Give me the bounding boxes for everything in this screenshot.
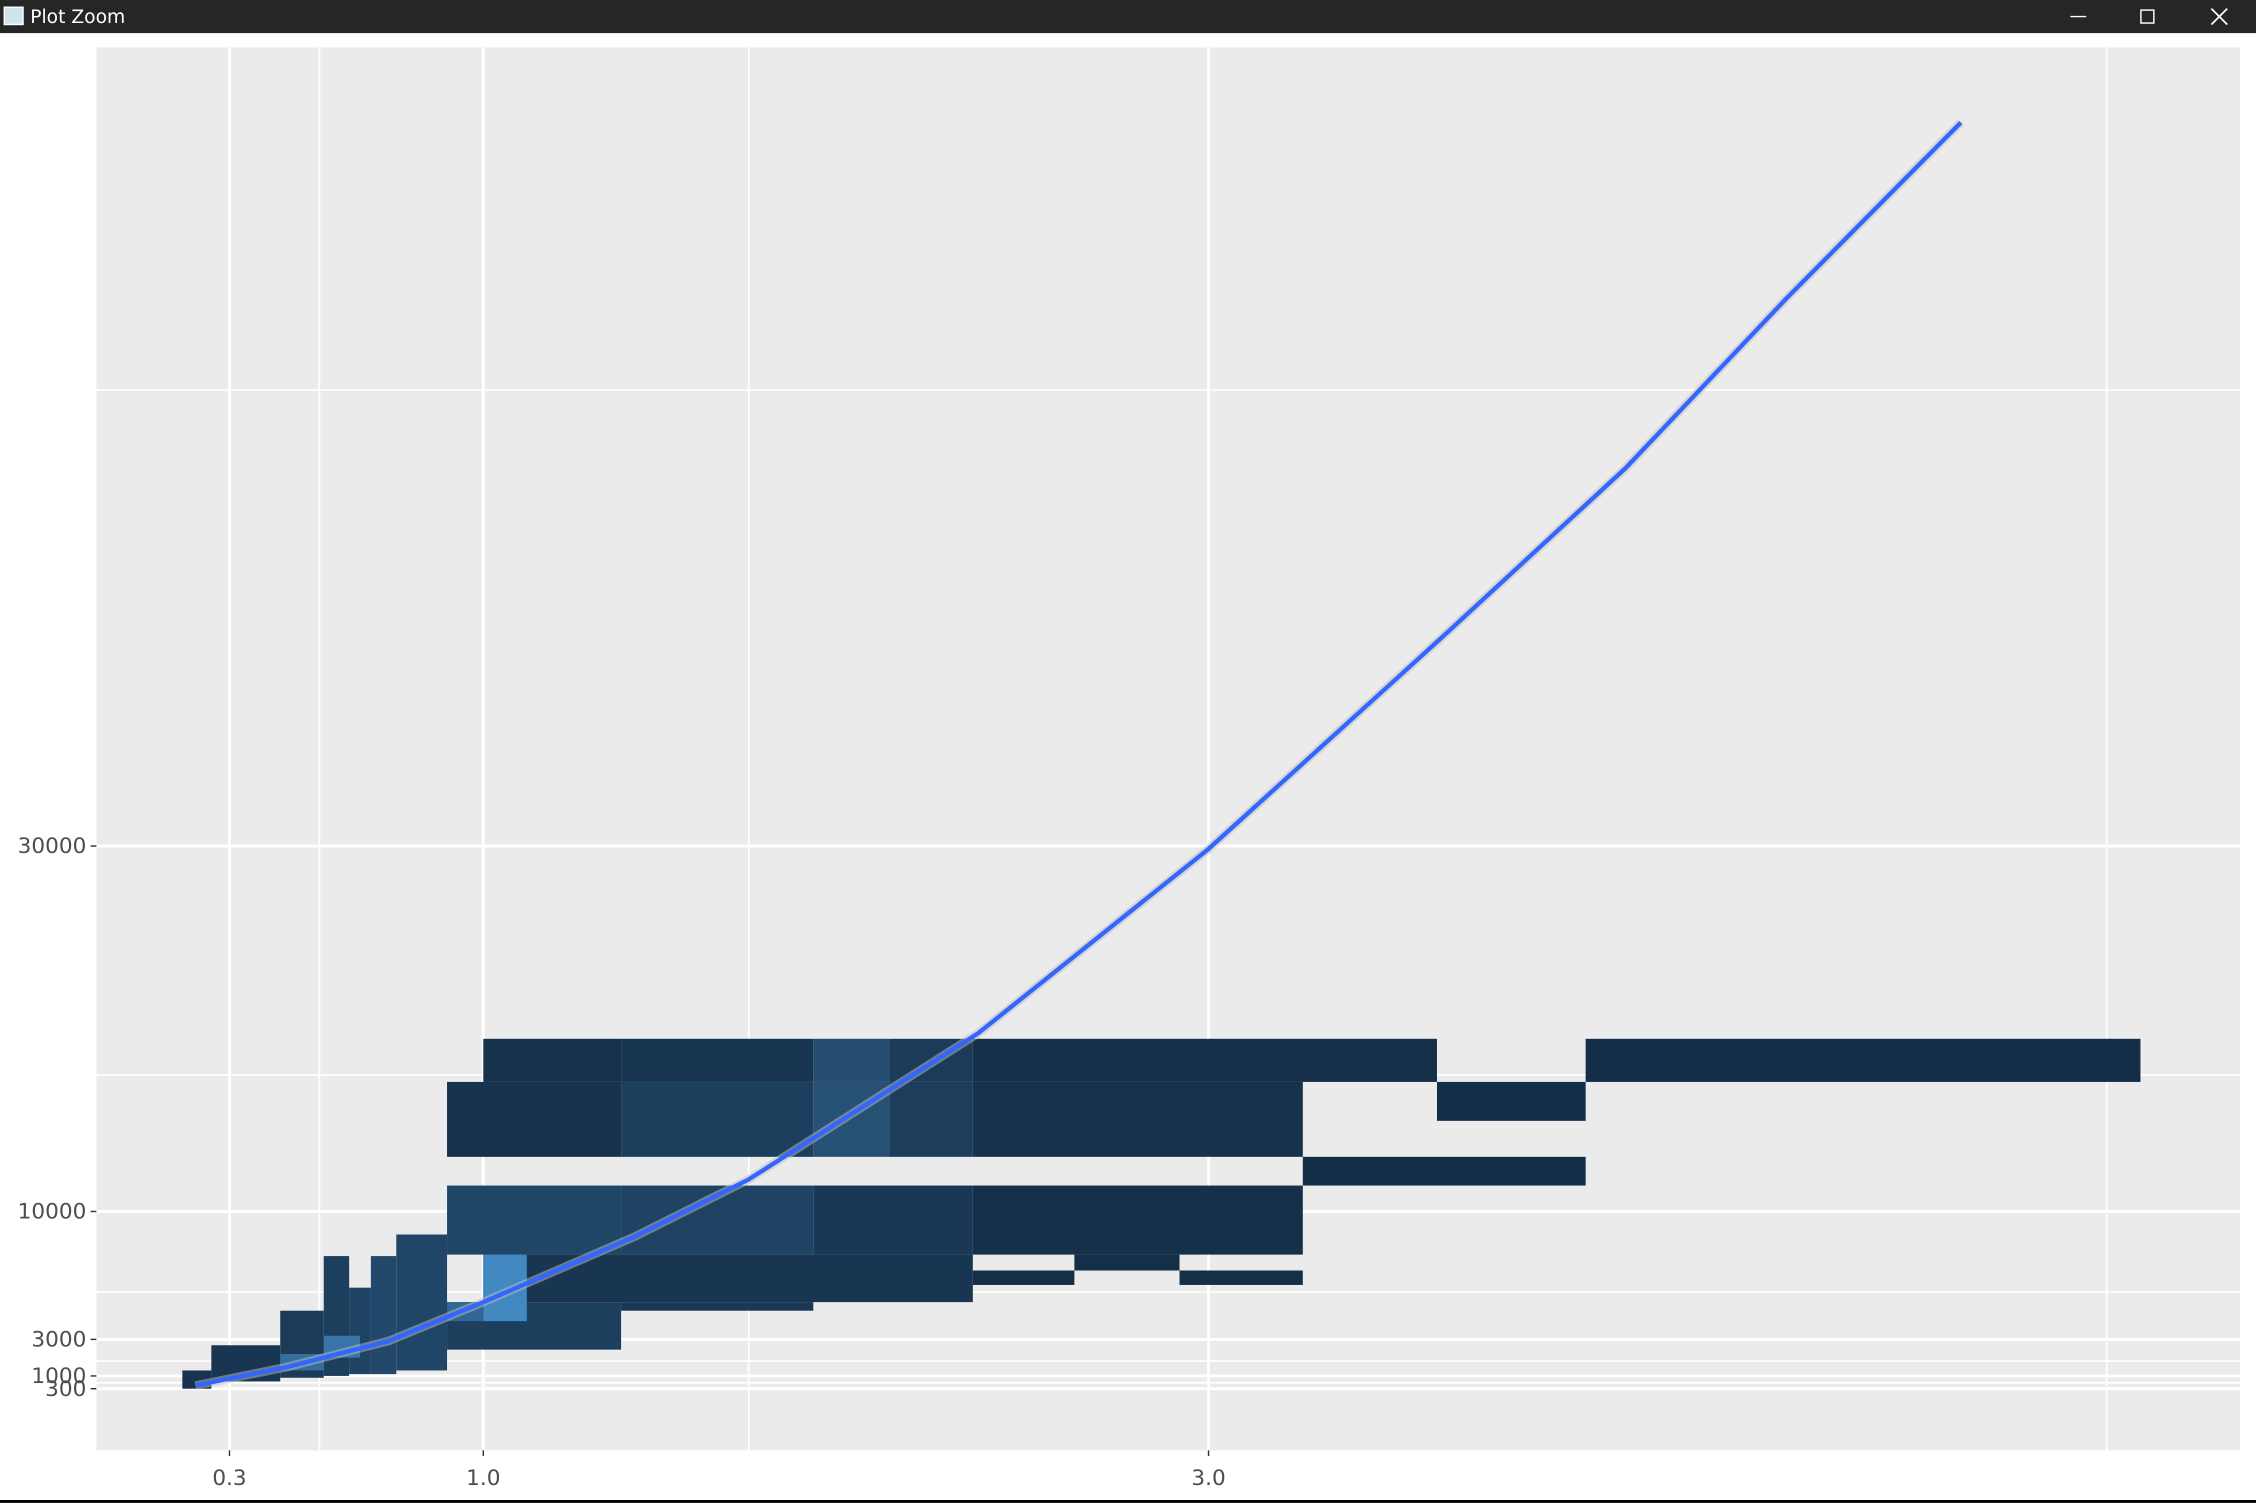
bin-tile: [447, 1081, 622, 1157]
window-title: Plot Zoom: [30, 7, 125, 28]
bin-tile: [1074, 1254, 1180, 1271]
tiles: [182, 1038, 2141, 1389]
bin-tile: [447, 1185, 622, 1255]
x-tick-label: 1.0: [466, 1466, 500, 1491]
close-button[interactable]: [2210, 8, 2228, 26]
bin-tile: [349, 1287, 371, 1375]
bin-tile: [370, 1256, 397, 1375]
bin-tile: [889, 1081, 973, 1157]
bin-tile: [1585, 1038, 2141, 1082]
bin-tile: [1179, 1270, 1303, 1285]
bin-tile: [813, 1185, 973, 1255]
bin-tile: [972, 1185, 1303, 1255]
y-tick-label: 3000: [31, 1328, 86, 1353]
y-tick-label: 10000: [18, 1200, 87, 1225]
app-icon: [3, 6, 24, 26]
x-tick-label: 3.0: [1191, 1466, 1225, 1491]
bin-tile: [1436, 1081, 1586, 1121]
bin-tile: [813, 1038, 890, 1082]
bin-tile: [972, 1081, 1303, 1157]
y-tick-label: 30000: [18, 834, 87, 859]
bin-tile: [483, 1254, 973, 1303]
smooth-layer: [194, 119, 1964, 1390]
y-tick-label: 1000: [31, 1364, 86, 1389]
bin-tile: [972, 1270, 1075, 1285]
title-bar: [0, 0, 2256, 34]
x-tick-label: 0.3: [212, 1466, 246, 1491]
bin-tile: [396, 1234, 448, 1371]
bin-tile: [483, 1038, 622, 1082]
bin-tile: [621, 1302, 814, 1311]
bin-tile: [621, 1038, 814, 1082]
bin-tile: [1302, 1156, 1586, 1186]
bin-tile: [621, 1081, 814, 1157]
bin-tile: [972, 1038, 1437, 1082]
smooth-line: [194, 120, 1963, 1388]
restore-button[interactable]: [2140, 9, 2155, 24]
y-tick-label: 300: [45, 1377, 86, 1402]
